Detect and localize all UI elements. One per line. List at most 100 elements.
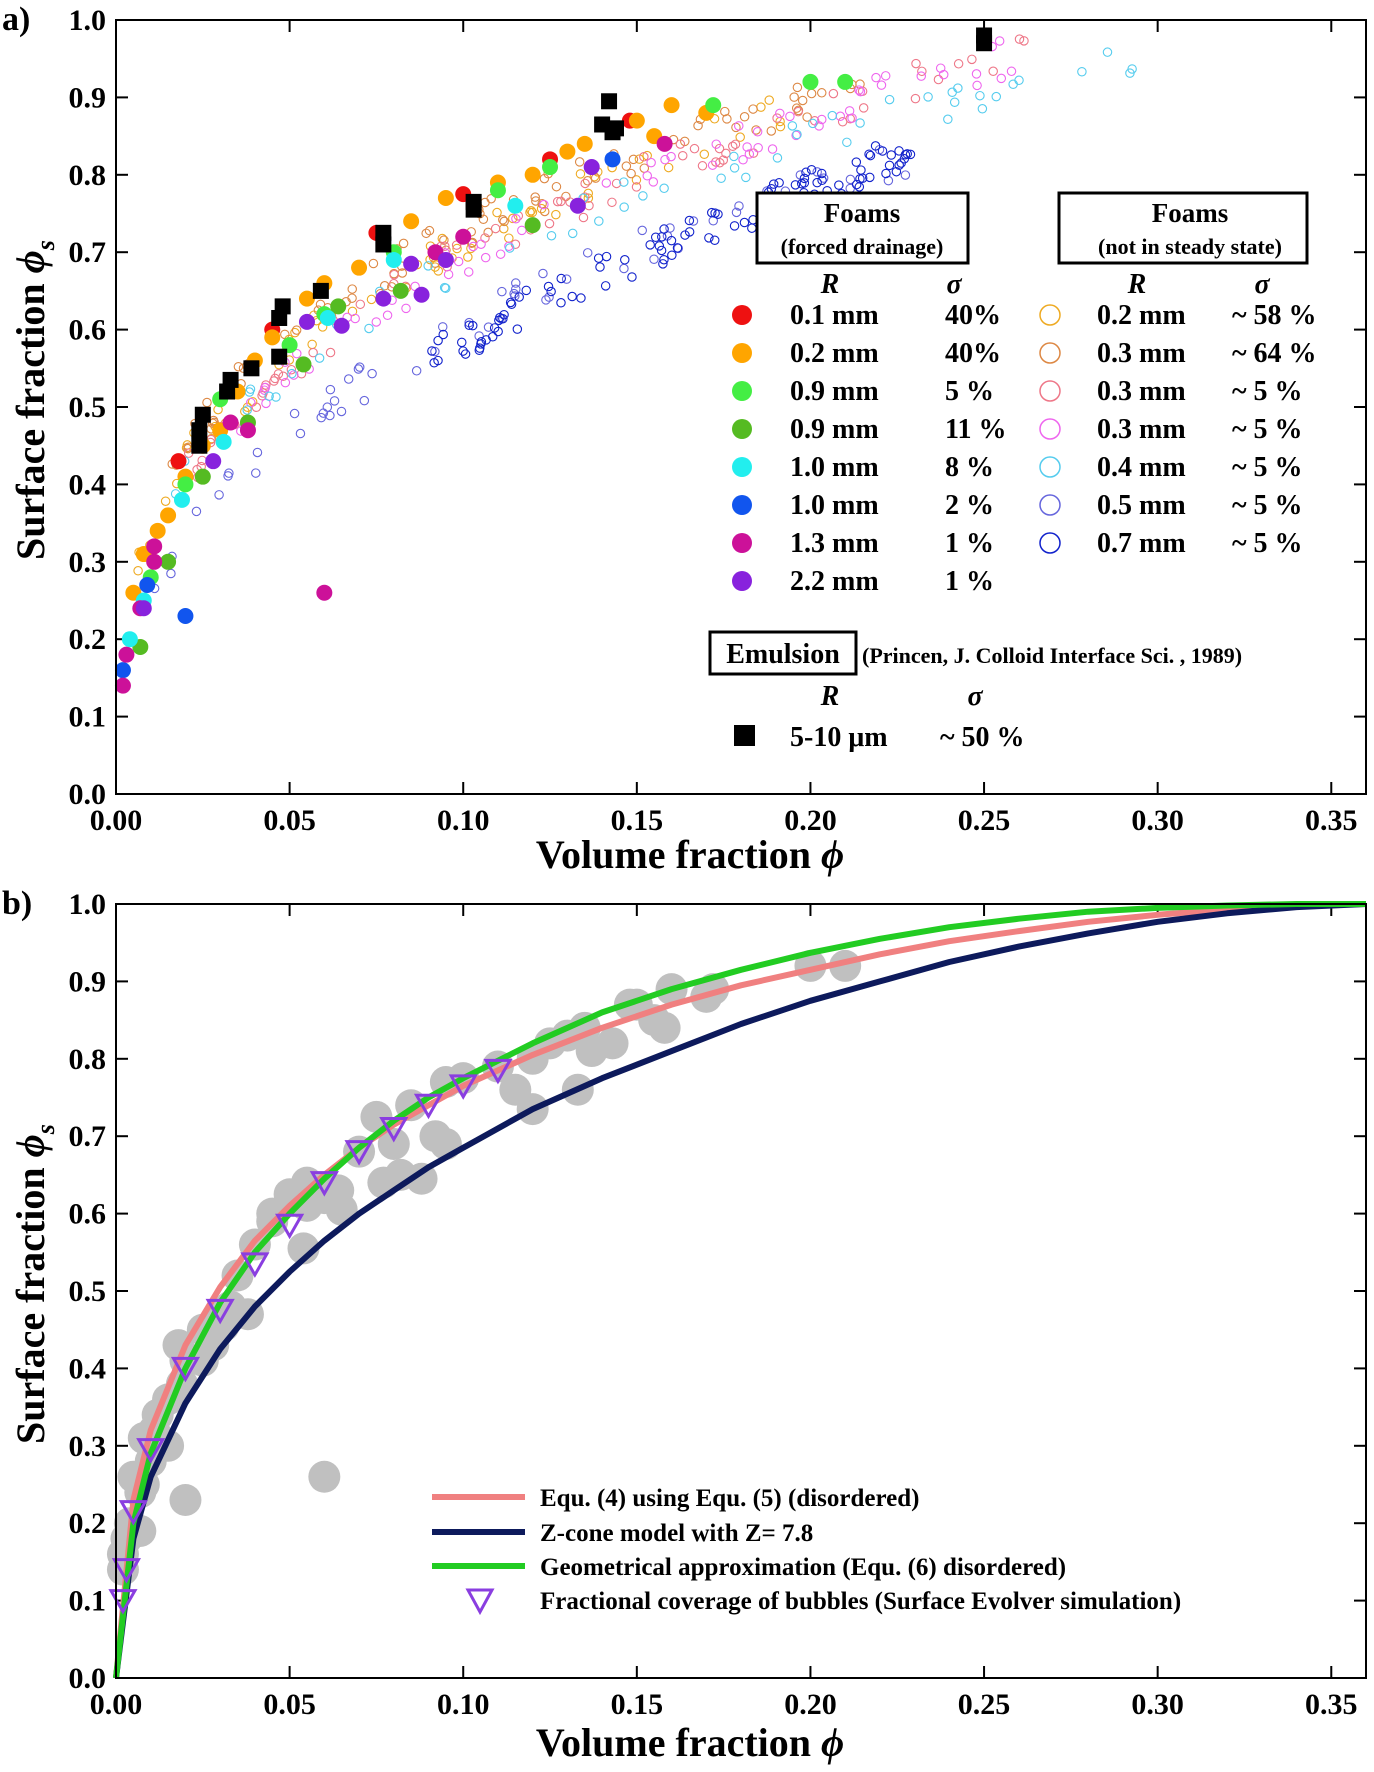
open-point [900,170,911,180]
open-point [768,179,779,189]
legend-group1-r-header: R [820,269,840,300]
open-point [923,92,933,102]
legend-label-simulation: Fractional coverage of bubbles (Surface … [540,1588,1181,1615]
open-point [772,113,782,123]
b-y-tick-label: 0.3 [69,1430,107,1463]
open-point [943,114,953,125]
filled-point [135,600,152,617]
open-point [802,112,812,122]
open-point [1127,64,1137,74]
a-y-tick-label: 0.4 [69,468,107,501]
open-point [517,225,527,236]
b-x-tick-label: 0.05 [263,1688,316,1721]
open-point [739,112,750,122]
open-point [916,71,926,81]
legend-filled-r: 0.2 mm [790,338,879,369]
open-point [499,216,509,227]
open-point [271,392,281,402]
filled-point [139,577,156,594]
open-point [817,114,827,125]
open-point [539,199,549,210]
open-point [767,144,778,154]
open-point [242,405,252,415]
open-point [398,238,409,249]
open-point [246,397,256,408]
a-x-tick-label: 0.30 [1131,804,1184,837]
open-point [133,566,143,576]
open-point [797,95,808,106]
open-point [325,410,335,421]
open-point [191,506,202,517]
open-point [427,346,437,356]
filled-point [656,135,673,152]
open-point [905,149,916,160]
filled-point [295,356,312,373]
legend-open-r: 0.4 mm [1097,452,1186,483]
open-point [642,171,652,181]
open-point [260,382,271,393]
open-point [457,337,467,348]
open-point [499,309,509,320]
open-point [289,408,300,419]
open-point [251,402,262,413]
panel-b-x-tick-labels: 0.00 0.05 0.10 0.15 0.20 0.25 0.30 0.35 [90,1688,1358,1721]
open-point [806,88,817,99]
open-point [389,269,399,280]
simulation-point [448,1074,478,1100]
open-point [666,151,676,162]
emulsion-point [194,406,211,423]
open-point [411,366,422,376]
open-point [582,248,593,258]
open-point [731,122,741,133]
open-point [646,157,656,168]
filled-point [437,251,454,268]
b-x-tick-label: 0.00 [90,1688,143,1721]
open-point [252,447,263,458]
open-point [556,196,566,207]
open-point [494,315,504,326]
open-point [774,177,784,188]
panel-a-y-tick-labels: 0.0 0.1 0.2 0.3 0.4 0.5 0.6 0.7 0.8 0.9 1.0 [69,4,107,811]
legend-label-zcone: Z-cone model with Z= 7.8 [540,1520,813,1547]
open-point [854,182,865,192]
open-point [1008,79,1018,89]
open-point [621,161,632,171]
open-point [526,205,536,216]
open-point [463,252,473,262]
open-point [634,154,645,164]
legend-filled-marker [732,457,752,477]
simulation-point [118,1500,148,1526]
model-line [113,901,1367,1679]
simulation-point [111,1558,142,1584]
open-point [967,54,977,65]
open-point [886,150,897,160]
legend-group3-ref: (Princen, J. Colloid Interface Sci. , 19… [862,643,1242,668]
open-point [721,148,731,159]
open-point [654,241,665,251]
open-point [483,227,493,238]
legend-filled-sigma: 2 % [945,490,994,521]
panel-a-frame [115,19,1367,795]
filled-point [604,151,621,168]
open-point [233,361,244,372]
open-point [424,225,435,236]
open-point [576,293,586,303]
legend-filled-sigma: 1 % [945,528,994,559]
open-point [511,213,521,224]
open-point [793,106,803,117]
panel-a-emulsion-points [191,27,993,454]
background-point [308,1460,341,1493]
legend-filled-sigma: 11 % [945,414,1006,445]
a-x-tick-label: 0.35 [1305,804,1358,837]
open-point [876,80,887,90]
filled-point [375,290,392,307]
open-point [401,303,411,314]
open-point [677,150,688,161]
open-point [650,232,661,242]
filled-point [455,228,472,245]
open-point [433,335,443,346]
filled-point [413,286,430,303]
legend-open-marker [1039,494,1061,516]
b-x-tick-label: 0.25 [958,1688,1011,1721]
open-point [720,106,730,117]
